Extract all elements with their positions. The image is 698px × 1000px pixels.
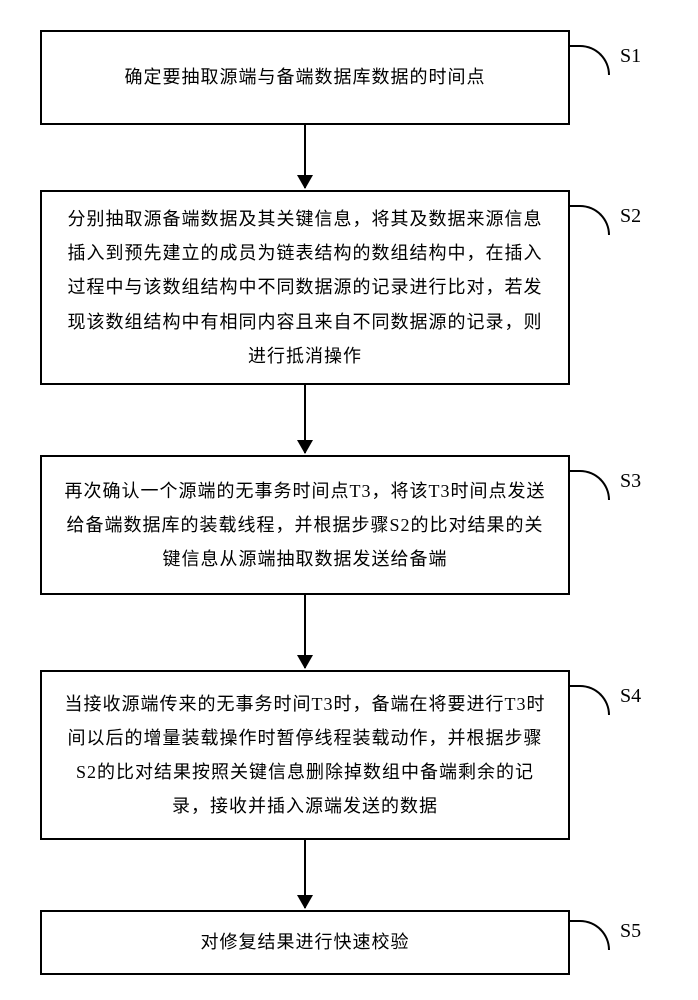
node-s3-text: 再次确认一个源端的无事务时间点T3，将该T3时间点发送给备端数据库的装载线程，并… [60,474,550,577]
node-s4-text: 当接收源端传来的无事务时间T3时，备端在将要进行T3时间以后的增量装载操作时暂停… [60,687,550,824]
step-label-s3: S3 [620,470,641,493]
arrow-s2-s3 [304,385,306,453]
node-s1-text: 确定要抽取源端与备端数据库数据的时间点 [60,60,550,94]
flowchart-container: 确定要抽取源端与备端数据库数据的时间点 S1 分别抽取源备端数据及其关键信息，将… [0,0,698,1000]
step-label-s5: S5 [620,920,641,943]
arrow-s4-s5 [304,840,306,908]
node-s5-text: 对修复结果进行快速校验 [60,925,550,959]
step-label-s4: S4 [620,685,641,708]
step-label-s2: S2 [620,205,641,228]
node-s1: 确定要抽取源端与备端数据库数据的时间点 [40,30,570,125]
label-connector-s4 [570,685,610,715]
node-s5: 对修复结果进行快速校验 [40,910,570,975]
node-s4: 当接收源端传来的无事务时间T3时，备端在将要进行T3时间以后的增量装载操作时暂停… [40,670,570,840]
arrow-s1-s2 [304,125,306,188]
node-s2-text: 分别抽取源备端数据及其关键信息，将其及数据来源信息插入到预先建立的成员为链表结构… [60,202,550,373]
step-label-s1: S1 [620,45,641,68]
label-connector-s2 [570,205,610,235]
arrow-s3-s4 [304,595,306,668]
node-s2: 分别抽取源备端数据及其关键信息，将其及数据来源信息插入到预先建立的成员为链表结构… [40,190,570,385]
node-s3: 再次确认一个源端的无事务时间点T3，将该T3时间点发送给备端数据库的装载线程，并… [40,455,570,595]
label-connector-s1 [570,45,610,75]
label-connector-s5 [570,920,610,950]
label-connector-s3 [570,470,610,500]
